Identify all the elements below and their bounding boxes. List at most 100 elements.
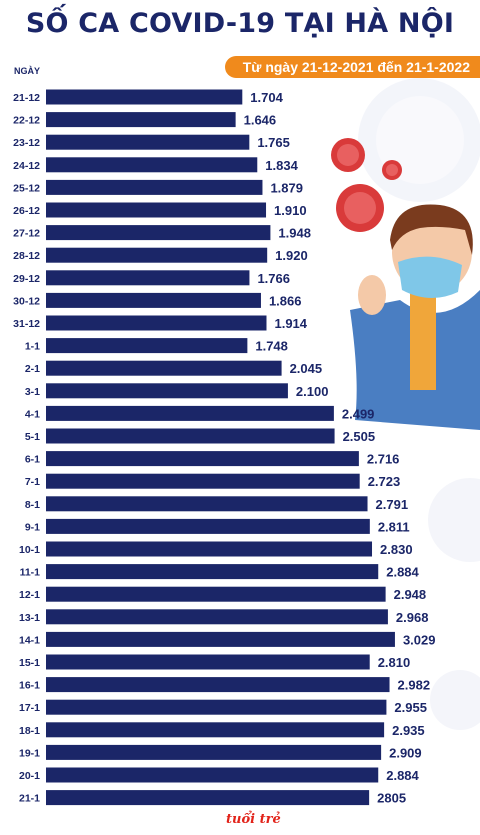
y-axis-label: NGÀY [14,66,41,76]
value-label: 2.811 [378,519,410,534]
value-label: 2.045 [290,361,323,376]
bar-13-1 [46,609,388,625]
value-label: 2.791 [376,497,409,512]
category-tick-label: 19-1 [19,747,40,759]
bar-5-1 [46,428,335,444]
bar-8-1 [46,496,368,512]
bar-11-1 [46,564,379,580]
bar-18-1 [46,722,385,738]
category-tick-label: 5-1 [25,431,40,443]
bar-10-1 [46,541,373,557]
faint-virus-icon [428,478,480,730]
value-label: 3.029 [403,632,436,647]
bar-27-12 [46,225,271,241]
category-tick-label: 28-12 [13,250,40,262]
category-tick-label: 20-1 [19,770,40,782]
category-tick-label: 21-1 [19,793,40,805]
bar-30-12 [46,292,261,308]
bar-29-12 [46,270,250,286]
value-label: 1.920 [275,248,308,263]
bar-23-12 [46,134,250,150]
value-label: 2.100 [296,384,329,399]
value-label: 1.834 [265,158,298,173]
category-tick-label: 14-1 [19,634,40,646]
value-label: 2805 [377,791,406,806]
value-label: 2.716 [367,452,400,467]
category-tick-label: 4-1 [25,408,40,420]
category-tick-label: 25-12 [13,182,40,194]
red-virus-icon [331,138,365,172]
category-tick-label: 24-12 [13,160,40,172]
date-range-badge: Từ ngày 21-12-2021 đến 21-1-2022 [224,56,480,78]
category-tick-label: 29-12 [13,273,40,285]
category-tick-label: 27-12 [13,228,40,240]
category-tick-label: 18-1 [19,725,40,737]
bar-16-1 [46,677,390,693]
bar-4-1 [46,405,334,421]
bar-1-1 [46,338,248,354]
bar-21-12 [46,89,243,105]
value-label: 1.879 [270,180,303,195]
value-label: 1.948 [278,226,311,241]
bar-15-1 [46,654,370,670]
bar-28-12 [46,247,268,263]
value-label: 2.909 [389,745,422,760]
bar-6-1 [46,451,359,467]
value-label: 2.810 [378,655,411,670]
chart-title: SỐ CA COVID-19 TẠI HÀ NỘI [25,8,455,39]
value-label: 1.646 [244,113,277,128]
bar-9-1 [46,518,370,534]
value-label: 2.499 [342,406,375,421]
category-tick-label: 30-12 [13,295,40,307]
bar-31-12 [46,315,267,331]
tuoi-tre-logo: tuổi trẻ [226,812,281,827]
value-label: 2.948 [394,587,427,602]
red-virus-icon [336,184,384,232]
bar-2-1 [46,360,282,376]
value-label: 2.935 [392,723,425,738]
category-tick-label: 2-1 [25,363,40,375]
bar-26-12 [46,202,267,218]
category-tick-label: 23-12 [13,137,40,149]
bar-7-1 [46,473,360,489]
category-tick-label: 13-1 [19,612,40,624]
bar-17-1 [46,699,387,715]
category-tick-label: 17-1 [19,702,40,714]
bar-14-1 [46,631,395,647]
category-tick-label: 31-12 [13,318,40,330]
value-label: 2.968 [396,610,429,625]
bar-21-1 [46,790,370,806]
category-tick-label: 11-1 [20,567,41,579]
value-label: 2.723 [368,474,401,489]
value-label: 2.830 [380,542,413,557]
value-label: 1.866 [269,293,302,308]
value-label: 1.704 [250,90,283,105]
value-label: 2.505 [343,429,376,444]
bar-3-1 [46,383,288,399]
value-label: 2.884 [386,565,419,580]
category-tick-label: 8-1 [25,499,40,511]
category-tick-label: 10-1 [19,544,40,556]
category-tick-label: 1-1 [25,341,40,353]
value-label: 2.955 [394,700,427,715]
value-label: 1.914 [274,316,307,331]
category-tick-label: 15-1 [19,657,40,669]
category-tick-label: 21-12 [13,92,40,104]
person-with-mask-icon [350,204,480,430]
red-virus-icon [382,160,402,180]
value-label: 2.982 [398,678,431,693]
bar-19-1 [46,744,382,760]
value-label: 1.765 [257,135,290,150]
value-label: 1.748 [255,339,288,354]
bar-25-12 [46,179,263,195]
category-tick-label: 12-1 [19,589,40,601]
bar-22-12 [46,112,236,128]
category-tick-label: 7-1 [25,476,40,488]
category-tick-label: 3-1 [25,386,40,398]
bar-24-12 [46,157,258,173]
category-tick-label: 9-1 [25,521,40,533]
category-tick-label: 6-1 [25,454,40,466]
bar-20-1 [46,767,379,783]
category-tick-label: 22-12 [13,115,40,127]
